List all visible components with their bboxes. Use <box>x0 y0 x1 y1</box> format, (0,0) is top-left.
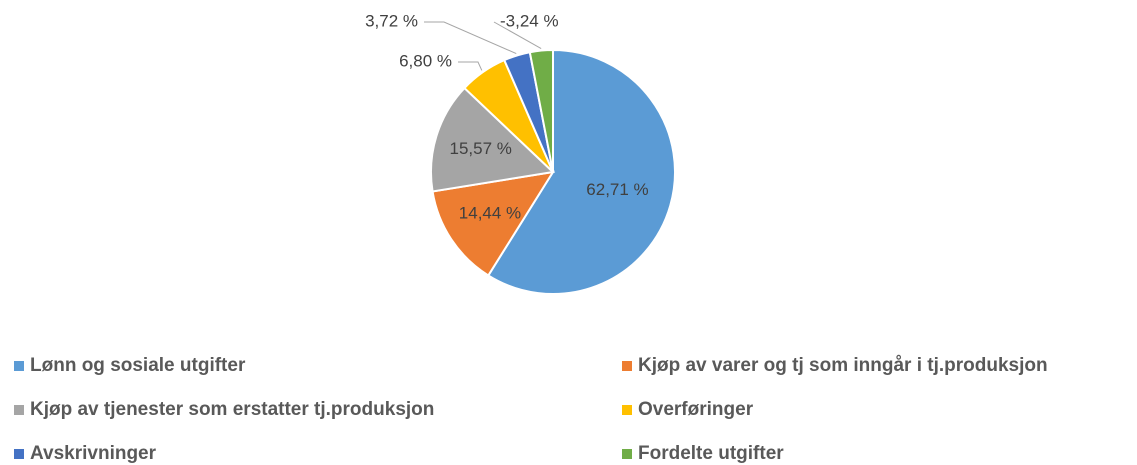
legend-label: Overføringer <box>638 399 754 420</box>
leader-line <box>424 21 517 55</box>
pie-slice <box>431 170 556 277</box>
legend-label: Lønn og sosiale utgifter <box>30 355 246 376</box>
legend-swatch <box>622 449 632 459</box>
legend-swatch <box>622 361 632 371</box>
data-label: 14,44 % <box>459 203 521 222</box>
data-label: -3,24 % <box>500 11 559 30</box>
data-label: 6,80 % <box>399 51 452 70</box>
pie-slice <box>486 48 676 295</box>
legend-swatch <box>14 449 24 459</box>
pie-slice <box>528 48 554 173</box>
data-label: 15,57 % <box>450 139 512 158</box>
legend-swatch <box>14 361 24 371</box>
legend-swatch <box>14 405 24 415</box>
legend-swatch <box>622 405 632 415</box>
legend-label: Kjøp av tjenester som erstatter tj.produ… <box>30 399 434 420</box>
data-label: 62,71 % <box>586 180 648 199</box>
leader-line <box>458 61 483 71</box>
legend-label: Fordelte utgifter <box>638 443 784 464</box>
legend-label: Avskrivninger <box>30 443 157 464</box>
data-label: 3,72 % <box>365 11 418 30</box>
leader-line <box>493 21 542 50</box>
legend-label: Kjøp av varer og tj som inngår i tj.prod… <box>638 355 1048 376</box>
pie-slice <box>430 86 556 193</box>
